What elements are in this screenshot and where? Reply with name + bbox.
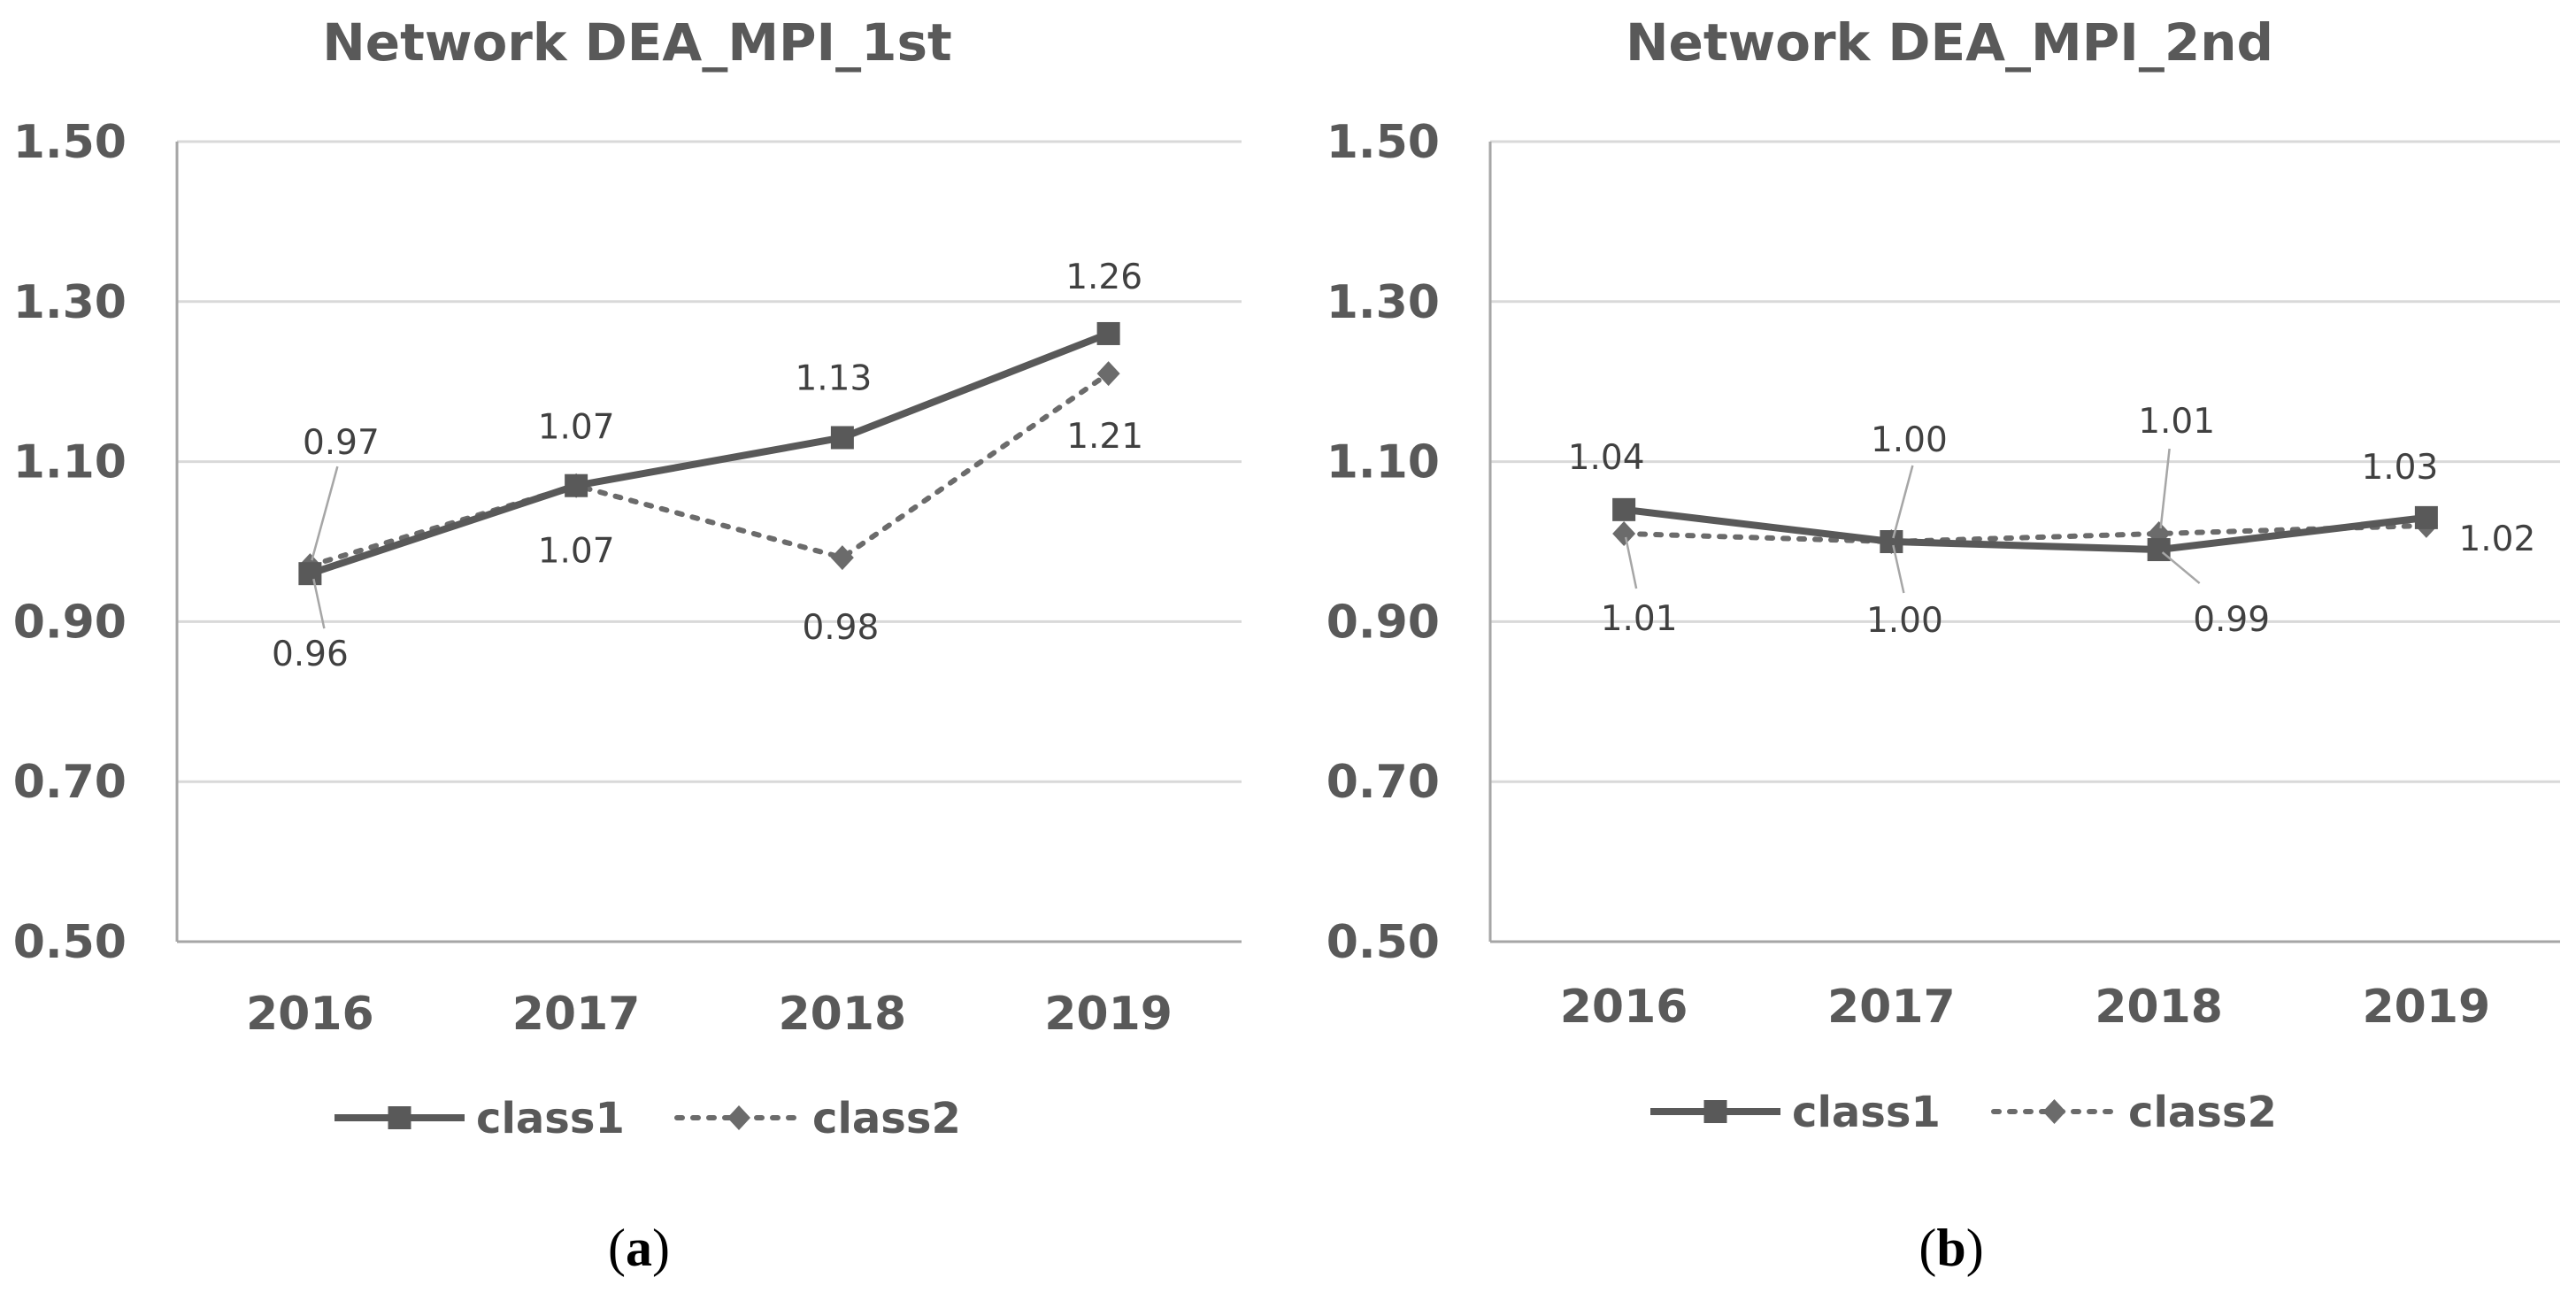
x-tick-label: 2019	[1044, 988, 1173, 1041]
y-tick-label: 1.30	[13, 276, 127, 329]
data-point-class1	[565, 473, 588, 497]
chart-panel-b: Network DEA_MPI_2nd 0.50 0.70 0.90 1.10 1.30 1…	[1326, 12, 2560, 1277]
data-point-class1	[2414, 505, 2438, 529]
data-label-class1: 1.07	[538, 532, 615, 572]
legend-marker-class1	[388, 1106, 411, 1129]
panel-caption: (a)	[608, 1219, 670, 1277]
caption-close-paren: )	[1966, 1219, 1984, 1277]
caption-letter: a	[626, 1219, 652, 1277]
data-point-class1	[2147, 538, 2171, 562]
data-label-class2: 1.21	[1066, 417, 1143, 457]
panel-caption: (b)	[1919, 1219, 1983, 1277]
data-label-class2: 1.00	[1871, 420, 1948, 460]
leader-line	[312, 578, 326, 629]
data-label-class1: 0.96	[272, 635, 349, 674]
data-label-class2: 1.02	[2458, 520, 2535, 559]
leader-line	[2159, 448, 2171, 529]
x-tick-label: 2017	[1827, 981, 1956, 1034]
legend-label-class2: class2	[812, 1094, 961, 1143]
data-point-class1	[1880, 530, 1903, 553]
data-label-class2: 1.01	[2138, 402, 2215, 442]
data-point-class2	[1612, 520, 1636, 546]
legend-marker-class2	[727, 1105, 750, 1130]
y-tick-label: 1.10	[13, 436, 127, 489]
x-tick-label: 2016	[1560, 981, 1688, 1034]
y-tick-label: 1.50	[13, 116, 127, 169]
y-tick-label: 0.70	[13, 756, 127, 809]
data-point-class1	[1612, 497, 1636, 521]
caption-open-paren: (	[1919, 1219, 1936, 1277]
y-tick-label: 0.90	[13, 596, 127, 649]
y-tick-label: 0.90	[1326, 596, 1440, 649]
series-line-class2	[307, 371, 1111, 569]
leader-line	[1892, 465, 1914, 539]
data-point-class1	[1096, 321, 1120, 345]
data-point-class2	[830, 545, 854, 571]
y-tick-label: 1.30	[1326, 276, 1440, 329]
caption-letter: b	[1936, 1219, 1965, 1277]
leader-line	[311, 466, 339, 561]
data-point-class1	[298, 562, 322, 586]
x-tick-label: 2016	[246, 988, 374, 1041]
caption-close-paren: )	[652, 1219, 670, 1277]
data-label-class1: 1.26	[1065, 258, 1142, 297]
data-label-class1: 1.04	[1568, 438, 1645, 478]
data-point-class1	[830, 426, 854, 450]
leader-line	[1892, 544, 1905, 594]
data-label-class2: 1.07	[538, 408, 615, 448]
legend-label-class1: class1	[476, 1094, 625, 1143]
data-label-class2: 1.01	[1601, 599, 1678, 639]
data-label-class1: 1.03	[2361, 448, 2438, 488]
legend-marker-class2	[2042, 1099, 2066, 1124]
series-line-class1	[306, 329, 1112, 578]
data-label-class2: 0.98	[802, 608, 879, 648]
chart-title: Network DEA_MPI_2nd	[1626, 12, 2273, 73]
x-tick-label: 2019	[2363, 981, 2491, 1034]
data-label-class2: 0.97	[303, 423, 380, 463]
x-tick-label: 2018	[2095, 981, 2223, 1034]
chart-panel-a: Network DEA_MPI_1st 0.50 0.70 0.90 1.10 1.30 1…	[13, 12, 1242, 1277]
data-label-class1: 1.13	[795, 358, 872, 398]
legend-label-class1: class1	[1792, 1088, 1941, 1137]
y-tick-label: 0.50	[13, 916, 127, 969]
series-line-class2	[1621, 522, 2429, 545]
data-label-class1: 0.99	[2193, 600, 2270, 640]
y-tick-label: 1.50	[1326, 116, 1440, 169]
leader-line	[1624, 536, 1638, 589]
leader-line	[2161, 551, 2201, 585]
caption-open-paren: (	[608, 1219, 626, 1277]
data-point-class2	[1096, 361, 1120, 387]
series-line-class1	[1620, 505, 2430, 554]
x-tick-label: 2017	[512, 988, 641, 1041]
legend-marker-class1	[1703, 1100, 1727, 1123]
x-tick-label: 2018	[779, 988, 907, 1041]
legend-label-class2: class2	[2128, 1088, 2277, 1137]
y-tick-label: 0.50	[1326, 916, 1440, 969]
y-tick-label: 1.10	[1326, 436, 1440, 489]
data-label-class1: 1.00	[1866, 601, 1943, 641]
chart-title: Network DEA_MPI_1st	[322, 12, 951, 73]
y-tick-label: 0.70	[1326, 756, 1440, 809]
